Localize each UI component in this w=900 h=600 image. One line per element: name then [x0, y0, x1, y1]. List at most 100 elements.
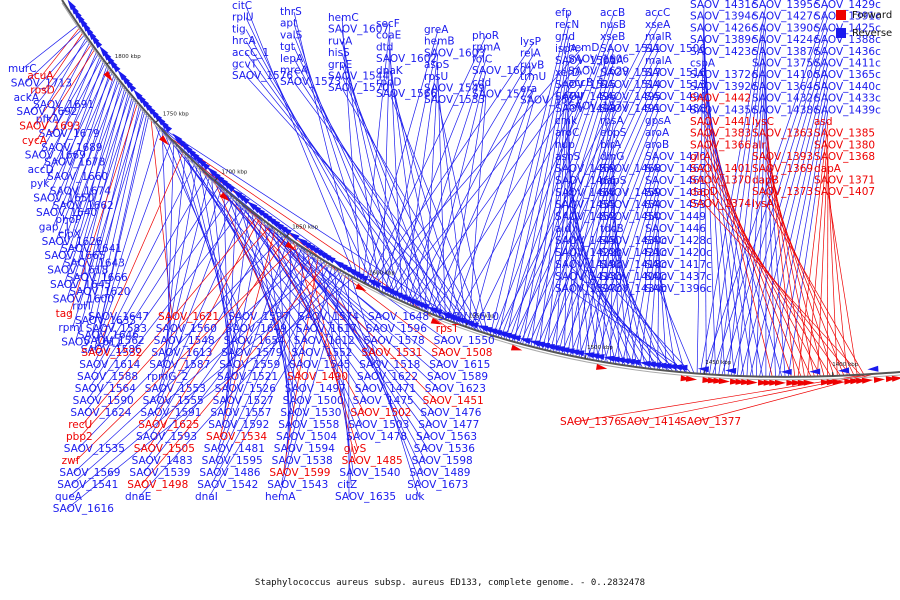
gene-label: ebpS: [600, 127, 627, 139]
gene-label: SAOV_1633: [75, 315, 136, 327]
gene-label: ispA: [555, 43, 578, 55]
gene-label: SAOV_1376: [560, 416, 621, 428]
gene-label: trmU: [520, 71, 546, 83]
forward-gene-arrow: [735, 378, 747, 385]
label-leader-line: [702, 4, 829, 375]
gene-label: gnd: [555, 31, 575, 43]
label-leader-line: [765, 157, 825, 377]
reverse-gene-arrow: [583, 352, 595, 359]
gene-label: accD: [28, 164, 54, 176]
label-leader-line: [336, 268, 422, 486]
reverse-gene-arrow: [568, 349, 580, 356]
label-leader-line: [703, 86, 764, 377]
label-leader-line: [30, 38, 89, 113]
gene-label: birA: [600, 139, 622, 151]
gene-label: efp: [555, 7, 572, 19]
gene-label: aroC: [555, 127, 579, 139]
label-leader-line: [550, 96, 615, 352]
gene-label: rpsA: [600, 115, 624, 127]
gene-label: SAOV_1424c: [752, 34, 819, 46]
label-leader-line: [221, 219, 263, 426]
reverse-gene-arrow: [111, 62, 121, 73]
label-leader-line: [568, 264, 670, 372]
gene-label: SAOV_1517: [600, 67, 661, 79]
gene-label: SAOV_1571: [520, 95, 581, 107]
gene-label: SAOV_1654: [224, 335, 285, 347]
gene-label: SAOV_1666: [67, 272, 128, 284]
gene-label: SAOV_1678: [44, 157, 105, 169]
label-leader-line: [158, 125, 453, 318]
label-leader-line: [306, 249, 356, 462]
label-leader-line: [386, 47, 487, 295]
gene-label: SAOV_1425c: [814, 22, 881, 34]
label-leader-line: [817, 145, 829, 377]
backbone-shadow: [61, 2, 900, 381]
label-leader-line: [787, 110, 829, 377]
label-leader-line: [292, 240, 359, 450]
gene-label: hrcA: [232, 35, 257, 47]
reverse-gene-arrow: [553, 346, 565, 353]
gene-label: pfkA: [36, 113, 60, 125]
gene-label: rpmA: [472, 42, 501, 54]
label-leader-line: [268, 223, 433, 426]
label-leader-line: [95, 151, 184, 354]
gene-label: SAOV_1543: [267, 479, 328, 491]
gene-label: SAOV_1649: [226, 323, 287, 335]
label-leader-line: [341, 17, 361, 282]
gene-label: secF: [376, 18, 400, 30]
gene-label: cspA: [690, 58, 716, 70]
label-leader-line: [613, 216, 638, 368]
label-leader-line: [293, 58, 439, 317]
label-leader-line: [177, 145, 308, 342]
label-leader-line: [372, 47, 583, 288]
gene-label: SAOV_1426c: [690, 22, 757, 34]
gene-label: SAOV_1592: [208, 419, 269, 431]
label-leader-line: [66, 277, 354, 510]
gene-label: era: [520, 83, 537, 95]
reverse-gene-arrow: [519, 338, 531, 344]
gene-label: SAOV_1411c: [814, 58, 881, 70]
gene-label: pbp2: [66, 431, 93, 443]
gene-label: SAOV_1613: [151, 347, 212, 359]
label-leader-line: [703, 121, 792, 378]
gene-label: SAOV_1393: [752, 151, 813, 163]
gene-label: aspS: [424, 59, 450, 71]
gene-label: rpmG_2: [147, 371, 188, 383]
label-leader-line: [429, 76, 535, 314]
label-leader-line: [101, 115, 150, 318]
gene-label: SAOV_1432c: [752, 93, 819, 105]
label-leader-line: [613, 288, 692, 374]
forward-gene-arrow: [861, 377, 874, 384]
gene-label: SAOV_1597: [228, 311, 289, 323]
gene-label: SAOV_1596: [366, 323, 427, 335]
leader-lines: [21, 4, 875, 510]
gene-label: SAOV_1389c: [690, 34, 757, 46]
label-leader-line: [49, 41, 91, 120]
gene-label: SAOV_1396c: [645, 283, 712, 295]
label-leader-line: [514, 48, 570, 343]
gene-label: SAOV_1434c: [600, 283, 667, 295]
label-leader-line: [86, 195, 233, 402]
reverse-gene-arrow: [239, 195, 250, 205]
legend-reverse-label: Reverse: [852, 27, 893, 39]
reverse-gene-arrow: [644, 361, 656, 368]
gene-label: SAOV_1616: [53, 503, 114, 515]
label-leader-line: [658, 288, 695, 374]
gene-label: SAOV_1566: [376, 88, 437, 100]
label-leader-line: [341, 76, 462, 326]
gene-label: SAOV_1572: [472, 89, 533, 101]
gene-label: SAOV_1553: [145, 383, 206, 395]
gene-label: SAOV_1621: [158, 311, 219, 323]
forward-gene-arrow: [826, 379, 838, 386]
label-leader-line: [703, 75, 754, 377]
gene-label: SAOV_1555: [143, 395, 204, 407]
gene-label: SAOV_1574: [298, 311, 359, 323]
gene-label: SAOV_1578: [364, 335, 425, 347]
label-leader-line: [99, 127, 161, 330]
reverse-gene-arrow: [396, 293, 408, 301]
scale-tick: [155, 119, 159, 123]
label-leader-line: [765, 145, 815, 377]
figure-caption: Staphylococcus aureus subsp. aureus ED13…: [254, 578, 646, 588]
label-leader-line: [38, 53, 99, 156]
label-leader-line: [350, 275, 420, 498]
